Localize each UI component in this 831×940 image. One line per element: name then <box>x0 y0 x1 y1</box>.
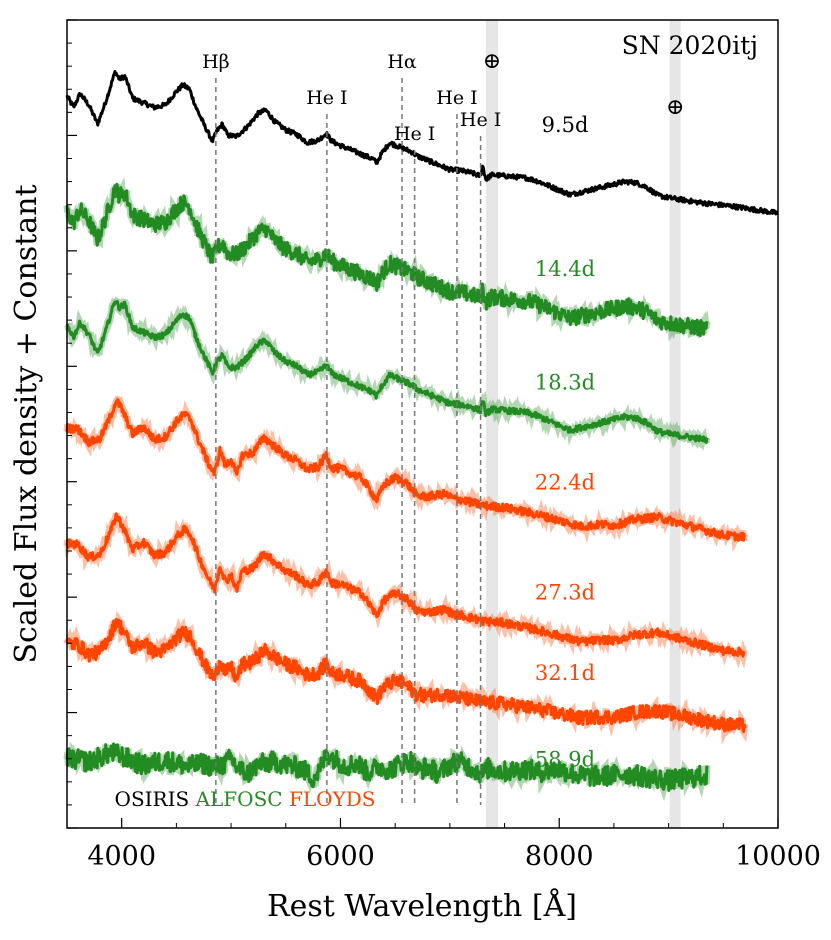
line-id-label-3: He I <box>394 123 435 145</box>
series-label-14-4d: 14.4d <box>535 257 595 281</box>
series-label-22-4d: 22.4d <box>535 471 595 495</box>
line-id-label-5: He I <box>460 109 501 131</box>
chart-title: SN 2020itj <box>622 31 758 60</box>
series-18-3d-line <box>65 299 709 444</box>
series-32-1d-line <box>65 617 747 734</box>
x-tick-label-3: 10000 <box>735 841 821 872</box>
x-tick-label-0: 4000 <box>87 841 156 872</box>
line-id-label-1: He I <box>306 87 347 109</box>
line-id-label-4: He I <box>436 87 477 109</box>
series-label-9-5d: 9.5d <box>542 113 589 137</box>
line-id-label-2: Hα <box>387 51 417 73</box>
x-axis-label: Rest Wavelength [Å] <box>267 888 577 924</box>
series-label-18-3d: 18.3d <box>535 370 595 394</box>
series-58-9d-line <box>65 742 709 792</box>
legend-item-floyds: FLOYDS <box>289 787 376 811</box>
y-axis-label: Scaled Flux density + Constant <box>9 184 44 663</box>
series-label-58-9d: 58.9d <box>535 748 595 772</box>
plot-frame <box>66 19 779 829</box>
x-tick-label-1: 6000 <box>306 841 375 872</box>
series-22-4d-line <box>65 398 746 542</box>
legend-item-osiris: OSIRIS <box>115 787 190 811</box>
legend: OSIRIS ALFOSC FLOYDS <box>115 787 376 811</box>
series-label-32-1d: 32.1d <box>535 661 595 685</box>
telluric-symbol-0: ⊕ <box>483 49 501 74</box>
series-label-27-3d: 27.3d <box>535 580 595 604</box>
line-id-label-0: Hβ <box>202 51 230 73</box>
legend-item-alfosc: ALFOSC <box>195 787 283 811</box>
series-14-4d-line <box>65 182 709 338</box>
telluric-band-1 <box>669 20 681 828</box>
x-tick-label-2: 8000 <box>525 841 594 872</box>
telluric-symbol-1: ⊕ <box>666 95 684 120</box>
series-9-5d-line <box>65 70 779 216</box>
series-27-3d-line <box>65 512 746 658</box>
